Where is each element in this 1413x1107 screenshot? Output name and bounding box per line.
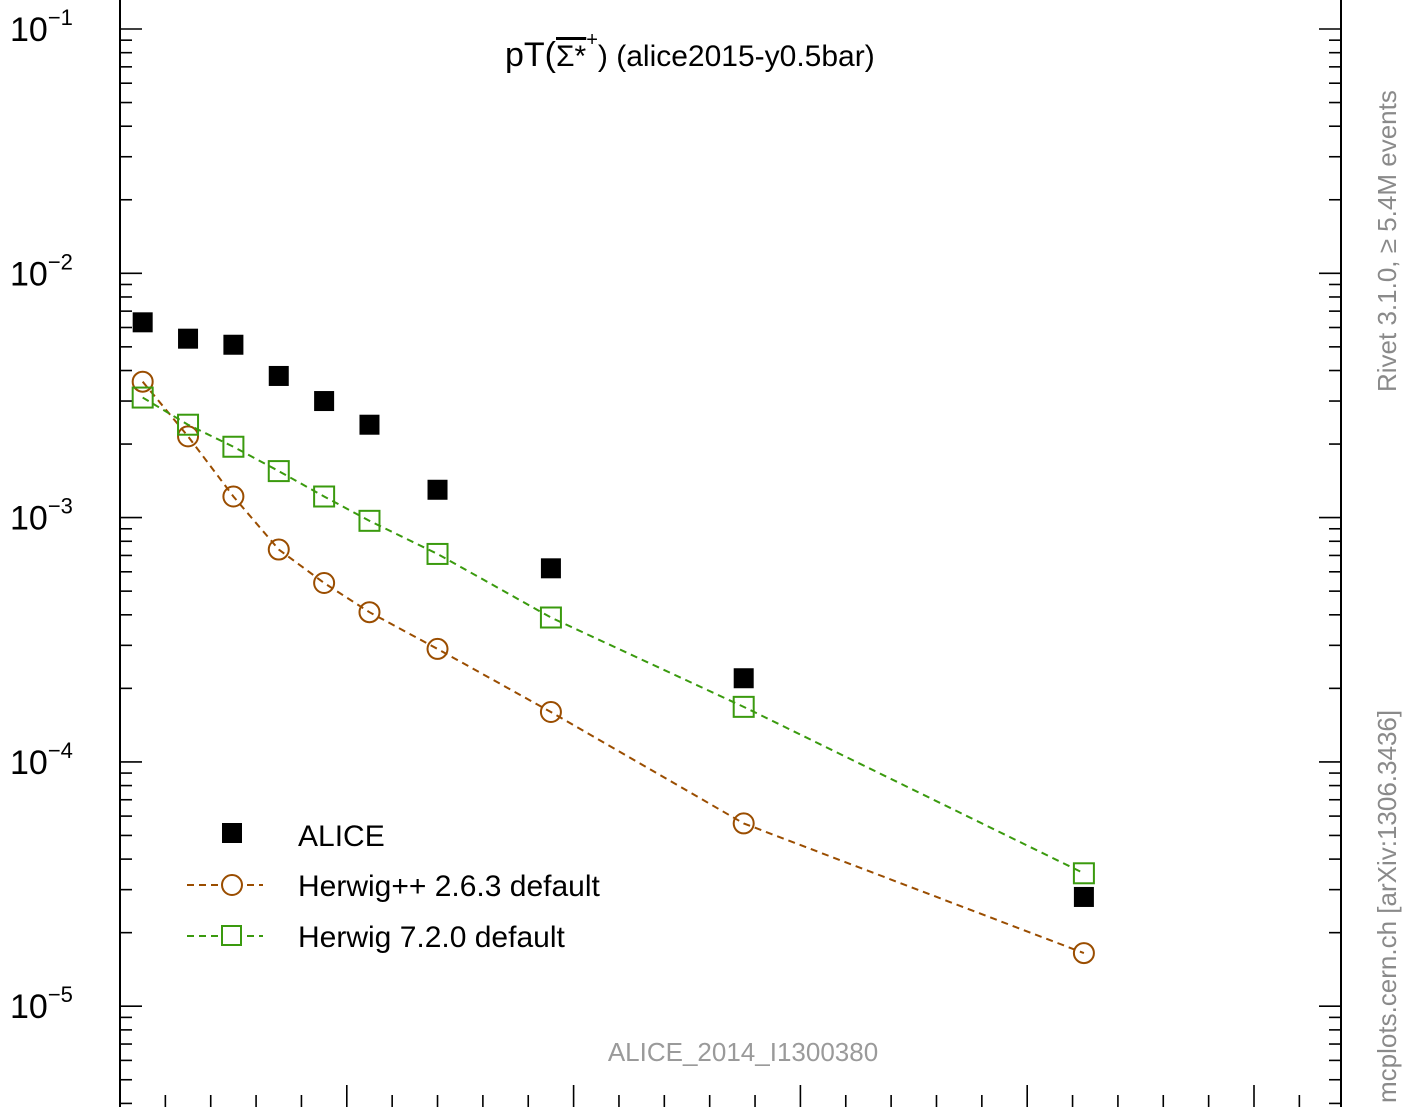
y-tick-label-exponent: −1 <box>48 5 73 30</box>
data-point <box>131 370 154 393</box>
mcplots-source-label: mcplots.cern.ch [arXiv:1306.3436] <box>1372 709 1402 1103</box>
data-point <box>314 391 335 412</box>
legend-label-alice: ALICE <box>298 820 385 853</box>
series-line <box>141 381 1085 955</box>
y-tick-label-base: 10 <box>10 988 48 1026</box>
data-point <box>267 538 290 561</box>
data-point <box>313 485 336 508</box>
chart-title: pT(Σ*+) (alice2015-y0.5bar) <box>505 29 875 74</box>
data-point <box>131 386 154 409</box>
title-particle: Σ* <box>556 40 587 73</box>
y-axis-ticks <box>120 28 1341 1105</box>
y-axis-tick-labels: 10−110−210−310−410−5 <box>10 5 73 1026</box>
data-point <box>222 485 245 508</box>
series-1 <box>131 370 1095 965</box>
analysis-annotation: ALICE_2014_I1300380 <box>608 1037 878 1067</box>
data-point <box>1072 862 1095 885</box>
y-tick-label: 10−4 <box>10 738 73 782</box>
data-point <box>177 425 200 448</box>
series-line <box>142 396 1085 875</box>
data-point <box>540 558 561 579</box>
data-point <box>539 606 562 629</box>
x-axis-ticks <box>164 1085 1301 1107</box>
y-tick-label-exponent: −2 <box>48 249 73 274</box>
y-tick-label-exponent: −3 <box>48 494 73 519</box>
data-point <box>177 413 200 436</box>
title-tail: ) (alice2015-y0.5bar) <box>598 40 875 73</box>
y-tick-label: 10−3 <box>10 494 73 538</box>
series-layer <box>131 312 1095 965</box>
rivet-version-label: Rivet 3.1.0, ≥ 5.4M events <box>1372 90 1402 392</box>
data-point <box>732 812 755 835</box>
data-point <box>223 334 244 355</box>
data-point <box>426 542 449 565</box>
legend: ALICE Herwig++ 2.6.3 default Herwig 7.2.… <box>187 820 601 954</box>
data-point <box>358 601 381 624</box>
data-point <box>313 571 336 594</box>
data-point <box>359 414 380 435</box>
series-0 <box>132 312 1094 907</box>
legend-marker-herwig7 <box>221 925 242 946</box>
data-point <box>358 509 381 532</box>
data-point <box>1072 942 1095 965</box>
title-main: pT( <box>505 36 557 74</box>
data-point <box>426 637 449 660</box>
y-tick-label-base: 10 <box>10 11 48 49</box>
title-superscript: + <box>586 29 598 51</box>
data-point <box>267 460 290 483</box>
data-point <box>732 695 755 718</box>
y-tick-label: 10−1 <box>10 5 73 49</box>
series-2 <box>131 386 1095 885</box>
data-point <box>222 435 245 458</box>
legend-marker-alice <box>222 823 242 843</box>
y-tick-label: 10−2 <box>10 249 73 293</box>
y-tick-label-base: 10 <box>10 255 48 293</box>
data-point <box>539 701 562 724</box>
y-tick-label-exponent: −5 <box>48 982 73 1007</box>
y-tick-label-base: 10 <box>10 500 48 538</box>
data-point <box>178 328 199 349</box>
data-point <box>268 365 289 386</box>
data-point <box>132 312 153 333</box>
data-point <box>733 668 754 689</box>
data-point <box>1073 886 1094 907</box>
plot-frame <box>119 0 1342 1107</box>
y-tick-label: 10−5 <box>10 982 73 1026</box>
y-tick-label-base: 10 <box>10 744 48 782</box>
data-point <box>427 479 448 500</box>
y-tick-label-exponent: −4 <box>48 738 73 763</box>
legend-marker-herwigpp <box>221 874 243 896</box>
legend-label-herwigpp: Herwig++ 2.6.3 default <box>298 870 601 903</box>
legend-label-herwig7: Herwig 7.2.0 default <box>298 921 565 954</box>
